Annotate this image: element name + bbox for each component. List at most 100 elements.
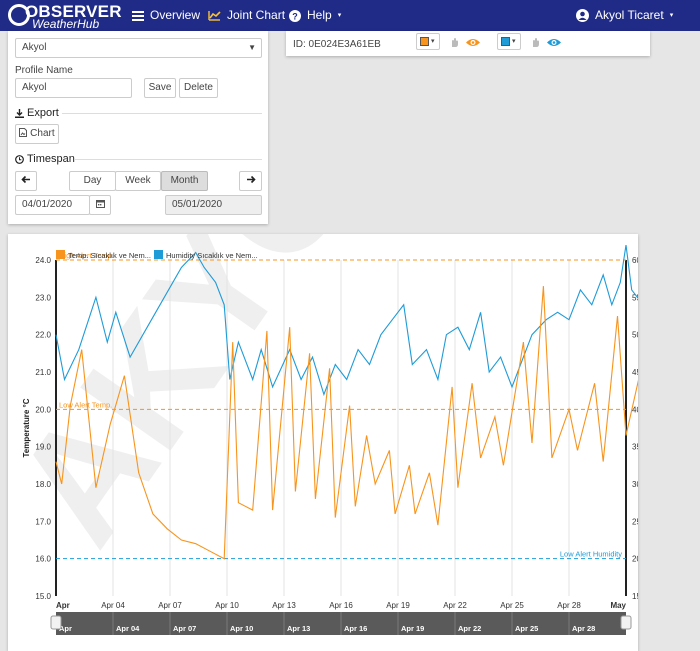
tab-month[interactable]: Month <box>161 171 208 191</box>
x-tick-label: Apr 25 <box>500 601 524 610</box>
x-tick-label: Apr 04 <box>101 601 125 610</box>
x-tick-label: Apr <box>56 601 70 610</box>
humidity-series-line <box>55 245 700 397</box>
export-heading: Export <box>15 107 59 119</box>
threshold-label: Low Alert Temp. <box>59 400 112 409</box>
chevron-down-icon: ▾ <box>669 12 674 19</box>
nav-help[interactable]: ? Help ▾ <box>289 0 341 31</box>
line-chart-icon <box>208 11 221 21</box>
calendar-icon <box>95 200 105 208</box>
navigator-tick-label: Apr 22 <box>458 624 481 633</box>
arrow-right-icon <box>246 175 256 184</box>
logo-text-bottom: WeatherHub <box>32 17 100 31</box>
logo-text-top: OBSERVER <box>25 2 122 21</box>
calendar-button[interactable] <box>89 195 111 215</box>
chevron-down-icon: ▼ <box>248 43 256 52</box>
x-tick-label: May <box>610 601 626 610</box>
y-tick-label-left: 20.0 <box>35 405 51 414</box>
next-button[interactable] <box>239 171 262 191</box>
humidity-color-picker[interactable]: ▾ <box>497 33 521 50</box>
y-tick-label-left: 24.0 <box>35 256 51 265</box>
legend-item-label: Temp. Sıcaklık ve Nem... <box>68 251 151 260</box>
nav-joint-chart[interactable]: Joint Chart <box>208 0 285 31</box>
navigator-left-handle[interactable] <box>50 615 62 630</box>
tab-day[interactable]: Day <box>69 171 116 191</box>
x-tick-label: Apr 28 <box>557 601 581 610</box>
tab-week[interactable]: Week <box>115 171 161 191</box>
download-icon <box>15 108 24 118</box>
chevron-down-icon: ▾ <box>431 38 435 45</box>
navigator-tick-label: Apr 07 <box>173 624 196 633</box>
profile-panel: Akyol ▼ Profile Name Akyol Save Delete E… <box>8 31 268 224</box>
end-date-input: 05/01/2020 <box>165 195 262 215</box>
eye-icon[interactable] <box>546 37 562 48</box>
clock-icon <box>15 154 24 164</box>
y-tick-label-right: 60 <box>632 256 638 265</box>
end-date-value: 05/01/2020 <box>172 199 223 210</box>
threshold-label: High Alert Temp. <box>59 251 114 260</box>
legend-swatch <box>56 250 65 259</box>
hand-icon[interactable] <box>530 37 540 48</box>
y-tick-label-left: 17.0 <box>35 517 51 526</box>
nav-joint-chart-label: Joint Chart <box>227 8 286 22</box>
navigator-right-handle[interactable] <box>620 615 632 630</box>
sensor-id: ID: 0E024E3A61EB <box>293 39 381 50</box>
joint-chart[interactable]: AKYOL 15.016.017.018.019.020.021.022.023… <box>0 12 700 651</box>
navigator-tick-label: Apr 13 <box>287 624 310 633</box>
x-tick-label: Apr 22 <box>443 601 467 610</box>
x-tick-label: Apr 16 <box>329 601 353 610</box>
divider <box>75 159 262 160</box>
save-button[interactable]: Save <box>144 78 176 98</box>
user-icon <box>576 9 589 22</box>
nav-overview[interactable]: Overview <box>132 0 200 31</box>
temp-color-picker[interactable]: ▾ <box>416 33 440 50</box>
navigator-tick-label: Apr 04 <box>116 624 140 633</box>
hand-icon[interactable] <box>449 37 459 48</box>
y-tick-label-left: 21.0 <box>35 368 51 377</box>
navigator-tick-label: Apr 28 <box>572 624 595 633</box>
profile-select[interactable]: Akyol ▼ <box>15 38 262 58</box>
export-chart-button[interactable]: Chart <box>15 124 59 144</box>
y-tick-label-left: 19.0 <box>35 443 51 452</box>
user-name: Akyol Ticaret <box>595 8 664 22</box>
y-tick-label-right: 50 <box>632 331 638 340</box>
svg-text:?: ? <box>292 11 298 21</box>
sensor-panel: ID: 0E024E3A61EB ▾ ▾ <box>286 31 650 56</box>
y-tick-label-right: 20 <box>632 555 638 564</box>
chevron-down-icon: ▾ <box>337 12 342 19</box>
delete-button[interactable]: Delete <box>179 78 218 98</box>
timespan-heading: Timespan <box>15 153 75 165</box>
profile-name-input[interactable]: Akyol <box>15 78 132 98</box>
navigator-tick-label: Apr 25 <box>515 624 538 633</box>
legend-swatch <box>154 250 163 259</box>
x-tick-label: Apr 19 <box>386 601 410 610</box>
observer-weatherhub-logo[interactable]: OBSERVER WeatherHub <box>8 2 128 31</box>
profile-name-value: Akyol <box>22 82 47 93</box>
navigator-tick-label: Apr 19 <box>401 624 424 633</box>
legend-item-label: Humidity Sıcaklık ve Nem... <box>166 251 258 260</box>
file-image-icon <box>19 128 28 137</box>
user-menu[interactable]: Akyol Ticaret ▾ <box>576 0 673 31</box>
navigator-tick-label: Apr 10 <box>230 624 253 633</box>
logo-ring <box>8 4 30 26</box>
y-tick-label-right: 55 <box>632 293 638 302</box>
joint-chart-panel: AKYOL 15.0 16.0 17.0 18.0 19.0 20.0 21.0 22.0 23… <box>0 12 700 651</box>
y-tick-label-right: 25 <box>632 517 638 526</box>
eye-icon[interactable] <box>465 37 481 48</box>
navigator-tick-label: Apr 16 <box>344 624 367 633</box>
export-title: Export <box>27 107 59 119</box>
start-date-input[interactable]: 04/01/2020 <box>15 195 90 215</box>
divider <box>62 113 262 114</box>
start-date-value: 04/01/2020 <box>22 199 73 210</box>
color-swatch-orange <box>420 37 429 46</box>
y-tick-label-left: 15.0 <box>35 592 51 601</box>
y-tick-label-right: 15 <box>632 592 638 601</box>
navigator-tick-label: Apr <box>59 624 72 633</box>
threshold-label: Low Alert Humidity <box>560 550 622 559</box>
previous-button[interactable] <box>15 171 37 191</box>
nav-help-label: Help <box>307 8 332 22</box>
y-tick-label-right: 35 <box>632 443 638 452</box>
help-icon: ? <box>289 9 301 22</box>
chevron-down-icon: ▾ <box>512 38 516 45</box>
y-tick-label-right: 30 <box>632 480 638 489</box>
